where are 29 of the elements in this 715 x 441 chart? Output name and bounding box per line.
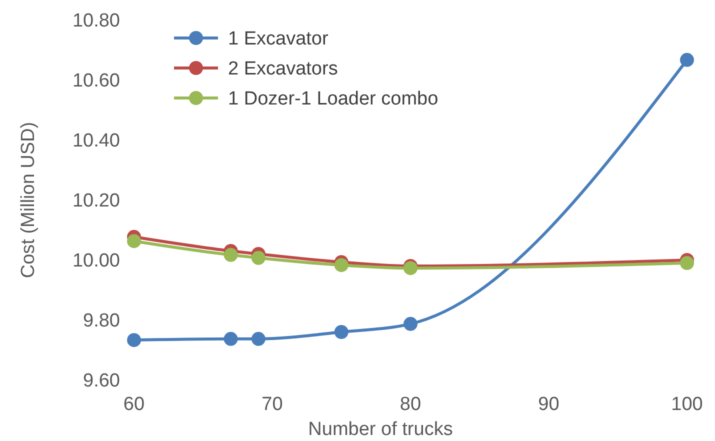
- legend-label: 1 Dozer-1 Loader combo: [228, 88, 438, 110]
- point: [334, 325, 348, 339]
- y-tick-label: 10.80: [72, 10, 120, 32]
- x-tick-label: 70: [262, 394, 283, 415]
- point: [404, 261, 418, 276]
- legend-label: 1 Excavator: [228, 28, 329, 50]
- point: [680, 52, 694, 67]
- x-tick-label: 60: [123, 394, 145, 415]
- x-tick-label: 80: [400, 394, 422, 415]
- point: [127, 234, 141, 248]
- point: [224, 332, 238, 346]
- y-tick-label: 9.80: [83, 310, 120, 332]
- y-tick-label: 10.40: [72, 130, 120, 152]
- point: [251, 250, 266, 265]
- point: [127, 333, 141, 348]
- point: [404, 316, 418, 331]
- point: [224, 248, 238, 262]
- point: [334, 258, 348, 272]
- legend-label: 2 Excavators: [228, 58, 338, 80]
- x-tick-label: 90: [538, 394, 560, 415]
- y-tick-label: 9.60: [83, 370, 120, 392]
- y-tick-label: 10.00: [72, 250, 120, 272]
- y-tick-label: 10.60: [72, 70, 120, 92]
- point: [251, 332, 266, 346]
- y-tick-label: 10.20: [72, 190, 120, 212]
- point: [680, 256, 694, 270]
- x-tick-label: 100: [671, 394, 703, 415]
- x-axis-title: Number of trucks: [308, 419, 453, 440]
- y-axis-title: Cost (Million USD): [18, 122, 39, 278]
